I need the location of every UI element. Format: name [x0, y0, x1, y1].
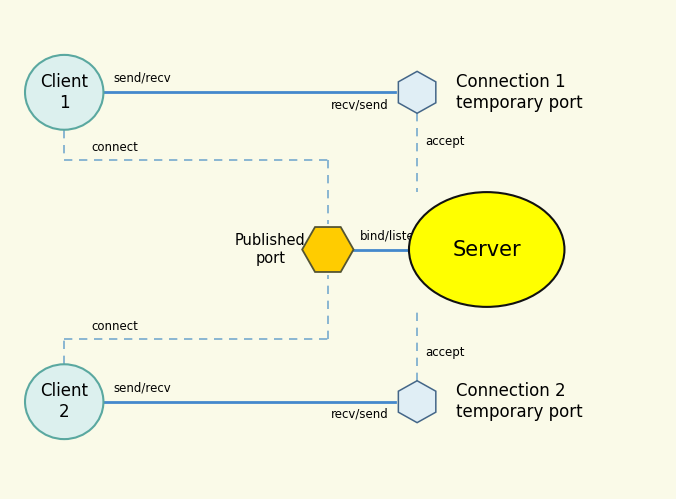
Polygon shape: [398, 381, 436, 423]
Text: recv/send: recv/send: [331, 408, 389, 421]
Text: connect: connect: [91, 141, 138, 154]
Text: Client
2: Client 2: [40, 382, 89, 421]
Text: send/recv: send/recv: [114, 381, 171, 394]
Text: recv/send: recv/send: [331, 98, 389, 111]
Text: accept: accept: [425, 346, 464, 359]
Polygon shape: [398, 71, 436, 113]
Text: bind/listen: bind/listen: [360, 229, 422, 242]
Text: accept: accept: [425, 135, 464, 148]
Text: connect: connect: [91, 320, 138, 333]
Text: send/recv: send/recv: [114, 72, 171, 85]
Text: Server: Server: [452, 240, 521, 259]
Circle shape: [409, 192, 564, 307]
Polygon shape: [302, 227, 354, 272]
Ellipse shape: [25, 364, 103, 439]
Text: Client
1: Client 1: [40, 73, 89, 112]
Ellipse shape: [25, 55, 103, 130]
Text: Connection 2
temporary port: Connection 2 temporary port: [456, 382, 583, 421]
Text: Published
port: Published port: [235, 234, 306, 265]
Text: Connection 1
temporary port: Connection 1 temporary port: [456, 73, 583, 112]
